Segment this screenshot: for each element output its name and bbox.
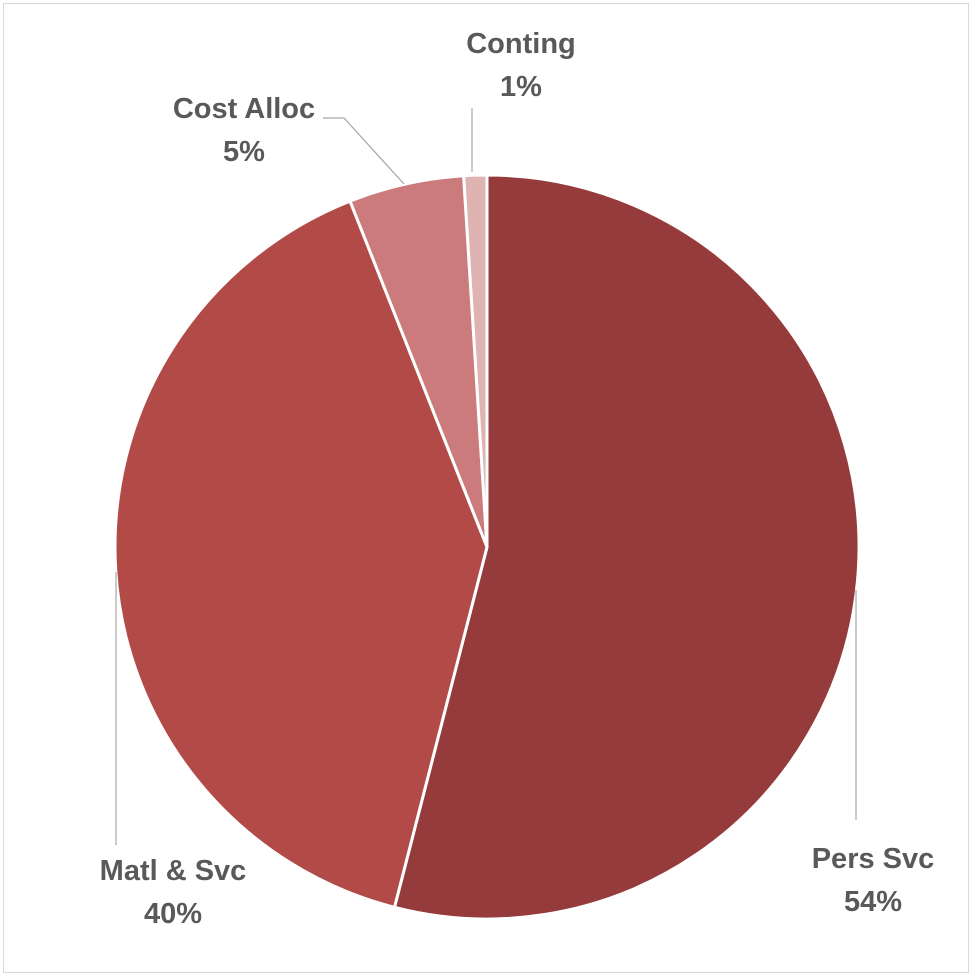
data-value-pers-svc: 54% [844,886,902,918]
data-label-pers-svc: Pers Svc [812,843,935,875]
leader-line-cost-alloc [323,117,405,185]
pie-slices [113,173,861,921]
data-labels: Pers Svc 54% Matl & Svc 40% Cost Alloc 5% Cont… [100,28,935,930]
data-label-cost-alloc: Cost Alloc [173,93,315,125]
data-label-conting: Conting [466,28,576,60]
leader-lines [115,108,857,845]
data-value-matl-svc: 40% [144,898,202,930]
slice-matl-svc [113,199,489,909]
data-value-conting: 1% [500,71,542,103]
data-label-matl-svc: Matl & Svc [100,855,247,887]
data-value-cost-alloc: 5% [223,136,265,168]
slice-conting [462,173,489,549]
